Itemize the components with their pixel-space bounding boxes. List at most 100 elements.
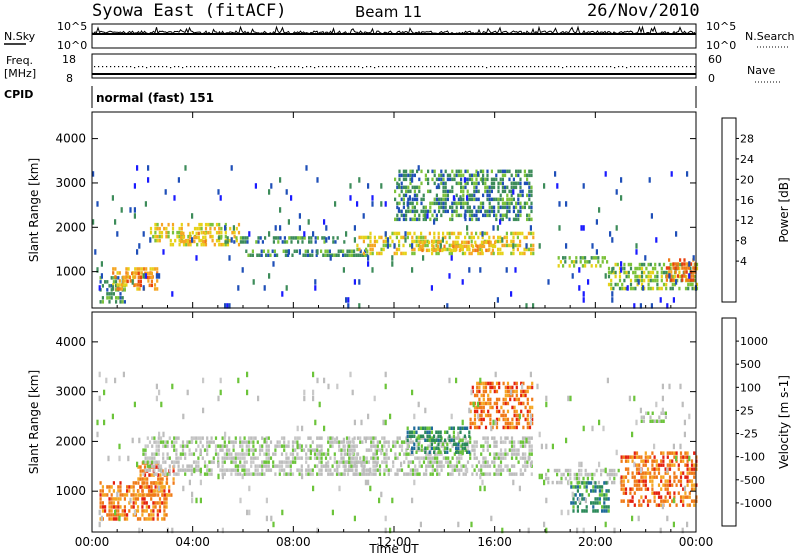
echo-cell (463, 434, 466, 438)
echo-cell (168, 456, 171, 460)
echo-cell (462, 436, 465, 440)
echo-cell (509, 385, 512, 390)
echo-cell (517, 173, 520, 178)
echo-cell (435, 430, 438, 434)
echo-cell (148, 440, 152, 444)
echo-cell (150, 489, 153, 493)
echo-cell (450, 426, 453, 430)
echo-cell (165, 230, 168, 235)
echo-cell (495, 444, 498, 448)
echo-cell (478, 413, 481, 418)
echo-cell (683, 262, 686, 266)
echo-cell (683, 419, 686, 426)
echo-cell (152, 509, 155, 513)
echo-cell (152, 517, 155, 521)
echo-cell (679, 455, 683, 459)
nave-dot (150, 66, 152, 68)
echo-cell (515, 169, 518, 174)
echo-cell (491, 381, 494, 386)
echo-cell (245, 472, 248, 476)
echo-cell (279, 177, 282, 183)
nave-dot (374, 67, 376, 69)
echo-cell (601, 485, 604, 489)
echo-cell (693, 274, 696, 279)
echo-cell (115, 284, 118, 288)
echo-cell (157, 464, 160, 468)
echo-cell (213, 226, 216, 231)
echo-cell (112, 513, 115, 517)
echo-cell (449, 189, 452, 194)
echo-cell (512, 239, 515, 244)
echo-cell (110, 517, 113, 521)
echo-cell (411, 448, 415, 452)
echo-cell (428, 240, 431, 245)
echo-cell (664, 479, 667, 483)
echo-cell (218, 222, 221, 227)
echo-cell (335, 440, 339, 444)
echo-cell (195, 497, 198, 504)
echo-cell (153, 287, 157, 291)
echo-cell (686, 503, 689, 507)
echo-cell (158, 230, 161, 235)
echo-cell (524, 417, 527, 422)
echo-cell (242, 240, 245, 244)
echo-cell (433, 231, 436, 236)
echo-cell (639, 407, 642, 414)
echo-cell (687, 282, 690, 287)
echo-cell (597, 480, 600, 485)
echo-cell (159, 464, 163, 468)
echo-cell (495, 472, 498, 476)
echo-cell (149, 230, 153, 235)
echo-cell (528, 448, 531, 452)
echo-cell (611, 468, 614, 473)
echo-cell (493, 209, 496, 214)
echo-cell (118, 515, 121, 522)
echo-cell (159, 477, 162, 481)
echo-cell (662, 499, 665, 503)
echo-cell (418, 213, 421, 218)
echo-cell (633, 503, 636, 507)
echo-cell (133, 283, 136, 288)
echo-cell (232, 440, 235, 444)
echo-cell (228, 255, 231, 261)
echo-cell (225, 448, 229, 452)
echo-cell (239, 456, 242, 460)
echo-cell (163, 501, 166, 505)
echo-cell (481, 177, 484, 183)
echo-cell (482, 401, 485, 406)
echo-cell (154, 505, 157, 509)
nave-dot (494, 66, 496, 68)
echo-cell (156, 267, 159, 271)
echo-cell (475, 189, 478, 194)
echo-cell (327, 468, 330, 472)
echo-cell (402, 235, 405, 240)
echo-cell (464, 440, 467, 444)
echo-cell (335, 460, 339, 464)
echo-cell (226, 236, 229, 240)
echo-cell (584, 497, 587, 504)
echo-cell (234, 472, 237, 476)
echo-cell (96, 419, 99, 426)
echo-cell (439, 248, 442, 253)
echo-cell (504, 436, 507, 440)
echo-cell (693, 499, 696, 503)
echo-cell (596, 509, 599, 513)
echo-cell (239, 460, 242, 464)
echo-cell (584, 264, 587, 268)
echo-cell (567, 395, 570, 402)
echo-cell (506, 169, 509, 174)
echo-cell (690, 278, 693, 282)
echo-cell (417, 442, 420, 446)
echo-cell (165, 493, 169, 497)
echo-cell (374, 444, 377, 448)
echo-cell (117, 509, 120, 513)
y-tick-label: 4000 (55, 335, 86, 349)
echo-cell (157, 452, 160, 456)
echo-cell (497, 181, 500, 186)
echo-cell (528, 440, 531, 444)
nave-dot (274, 67, 276, 69)
echo-cell (501, 185, 504, 190)
echo-cell (530, 472, 533, 476)
echo-cell (265, 468, 268, 472)
echo-cell (543, 479, 546, 486)
